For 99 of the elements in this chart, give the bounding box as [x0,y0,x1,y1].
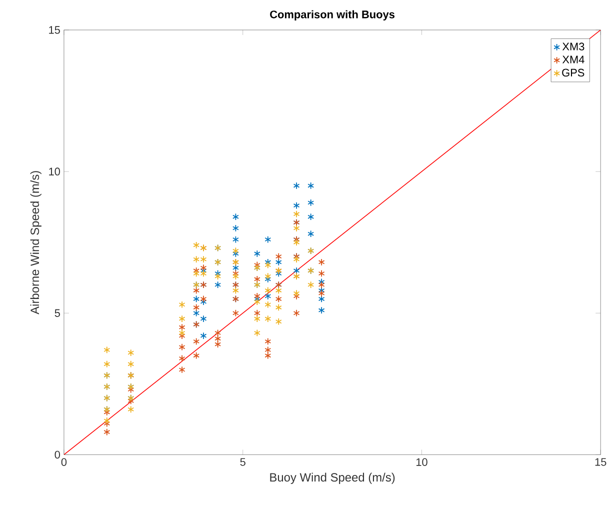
legend-label: XM4 [562,56,584,64]
point [264,272,272,280]
point [214,335,222,342]
point [232,310,239,317]
point [193,242,200,249]
point [293,182,300,190]
point [193,304,200,312]
point [178,324,186,332]
point [264,262,272,269]
point [264,315,272,323]
point [178,315,186,323]
point [264,287,272,294]
point [193,270,200,278]
point [128,349,134,357]
point [193,296,200,303]
point [264,301,272,308]
point [178,366,186,374]
point [293,202,300,210]
point [293,310,300,317]
point [318,306,325,314]
point [254,329,260,337]
point [128,406,134,414]
point [293,224,300,232]
point [308,213,314,221]
point [308,281,314,289]
y-tick-label: 0 [54,451,60,459]
point [254,276,260,283]
point [200,296,207,303]
point [232,264,239,272]
point [308,199,314,207]
y-axis-title: Airborne Wind Speed (m/s) [30,171,42,315]
point [264,338,272,346]
y-tick-label: 15 [49,26,60,34]
point [104,346,110,354]
point [200,264,207,272]
point [232,272,239,280]
point [104,428,110,436]
point [318,258,325,266]
x-axis-title: Buoy Wind Speed (m/s) [270,472,395,484]
point [178,329,186,337]
point [214,340,222,348]
point [254,292,260,300]
point [200,256,207,264]
point [232,287,239,294]
x-tick-label: 10 [416,458,428,466]
y-tick-label: 5 [54,309,60,318]
point [293,267,300,274]
x-tick-label: 0 [61,458,67,466]
point [178,354,186,362]
point [193,256,200,264]
point [232,224,239,232]
point [275,318,282,326]
point [214,272,222,280]
point [318,270,325,278]
point [200,332,207,340]
point [214,281,222,289]
point [293,210,300,218]
point [254,250,260,258]
point [264,236,272,244]
point [254,298,260,306]
legend-label: GPS [562,68,584,77]
point [193,287,200,294]
point [214,329,222,337]
chart-title: Comparison with Buoys [270,10,394,21]
point [275,253,282,260]
point [254,315,260,323]
point [232,213,239,221]
point [293,238,300,246]
point [264,352,272,360]
legend-label: XM3 [562,42,584,51]
point [104,417,110,425]
point [318,281,325,289]
point [193,310,200,317]
point [275,304,282,312]
point [232,236,239,244]
point [318,290,325,298]
point [232,247,239,255]
x-tick-label: 5 [240,458,246,466]
point [200,315,207,323]
point [275,287,282,294]
point [308,230,314,238]
point [193,352,200,360]
point [178,344,186,351]
point [254,310,260,317]
point [264,346,272,354]
point [308,182,314,190]
point [128,360,134,368]
point [178,301,186,308]
point [275,296,282,303]
y-tick-label: 10 [49,168,60,176]
x-tick-label: 15 [595,458,606,466]
point [264,292,272,300]
point [104,360,110,368]
point [193,338,200,346]
point [293,290,300,298]
point [275,258,282,266]
point [293,256,300,264]
point [200,270,207,278]
point [318,296,325,303]
